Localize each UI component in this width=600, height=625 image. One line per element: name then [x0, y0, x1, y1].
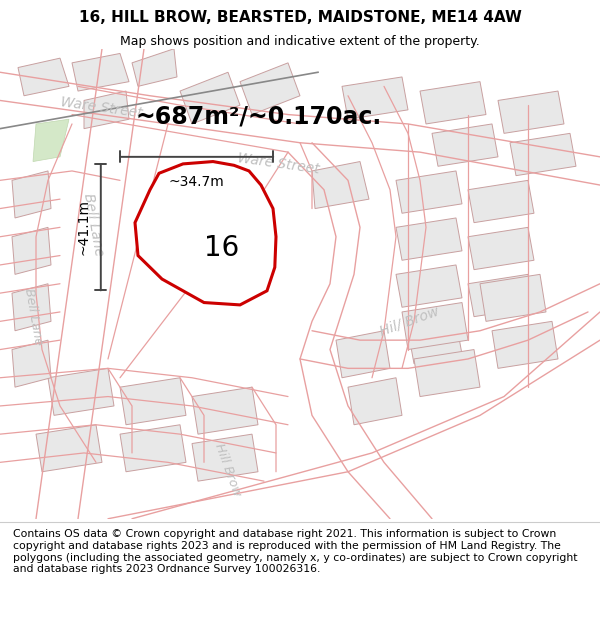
Polygon shape	[33, 119, 69, 161]
Polygon shape	[120, 425, 186, 472]
Polygon shape	[468, 181, 534, 222]
Polygon shape	[348, 378, 402, 425]
Polygon shape	[72, 54, 129, 91]
Polygon shape	[12, 340, 51, 387]
Polygon shape	[84, 91, 129, 129]
Polygon shape	[336, 331, 390, 378]
Text: Hil∕ Brow: Hil∕ Brow	[378, 304, 441, 339]
Text: Map shows position and indicative extent of the property.: Map shows position and indicative extent…	[120, 35, 480, 48]
Polygon shape	[492, 321, 558, 368]
Text: Bell Lane: Bell Lane	[80, 192, 106, 258]
Polygon shape	[12, 228, 51, 274]
Polygon shape	[414, 349, 480, 396]
Polygon shape	[120, 378, 186, 425]
Polygon shape	[468, 228, 534, 269]
Polygon shape	[192, 434, 258, 481]
Polygon shape	[12, 171, 51, 218]
Polygon shape	[36, 425, 102, 472]
Polygon shape	[396, 218, 462, 260]
Text: ~41.1m: ~41.1m	[76, 199, 90, 256]
Polygon shape	[468, 274, 534, 317]
Polygon shape	[432, 124, 498, 166]
Text: Bell Lane: Bell Lane	[22, 287, 44, 346]
Polygon shape	[135, 161, 276, 305]
Text: Hill Brow: Hill Brow	[212, 441, 244, 498]
Polygon shape	[480, 274, 546, 321]
Polygon shape	[396, 171, 462, 213]
Polygon shape	[312, 161, 369, 209]
Text: Ware Street: Ware Street	[237, 151, 321, 177]
Text: ~687m²/~0.170ac.: ~687m²/~0.170ac.	[135, 105, 381, 129]
Text: Contains OS data © Crown copyright and database right 2021. This information is : Contains OS data © Crown copyright and d…	[13, 529, 578, 574]
Polygon shape	[402, 302, 468, 349]
Polygon shape	[12, 284, 51, 331]
Text: 16: 16	[205, 234, 239, 262]
Polygon shape	[408, 321, 462, 364]
Polygon shape	[342, 77, 408, 119]
Polygon shape	[18, 58, 69, 96]
Polygon shape	[192, 387, 258, 434]
Text: ~34.7m: ~34.7m	[169, 175, 224, 189]
Polygon shape	[510, 133, 576, 176]
Polygon shape	[498, 91, 564, 133]
Text: Ware Street: Ware Street	[60, 95, 144, 120]
Polygon shape	[396, 265, 462, 308]
Polygon shape	[420, 82, 486, 124]
Polygon shape	[240, 63, 300, 114]
Text: 16, HILL BROW, BEARSTED, MAIDSTONE, ME14 4AW: 16, HILL BROW, BEARSTED, MAIDSTONE, ME14…	[79, 10, 521, 25]
Polygon shape	[180, 72, 240, 124]
Polygon shape	[48, 368, 114, 416]
Polygon shape	[132, 49, 177, 86]
